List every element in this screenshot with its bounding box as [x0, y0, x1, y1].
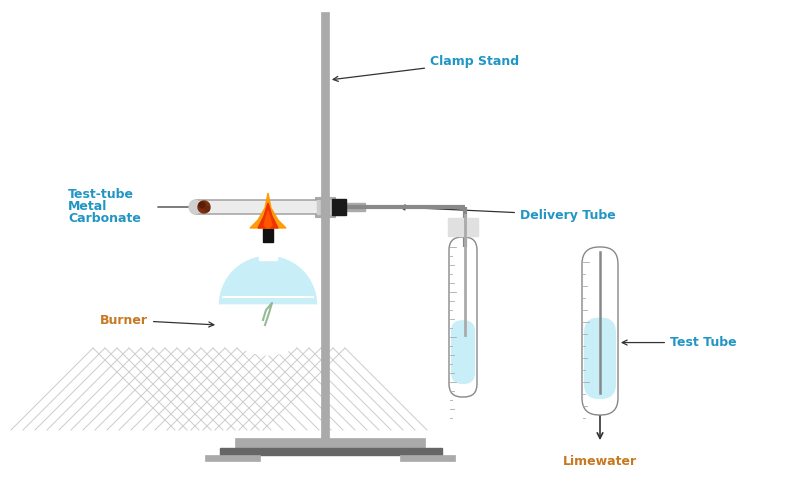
Ellipse shape: [189, 200, 201, 214]
Text: Test Tube: Test Tube: [622, 336, 737, 349]
FancyBboxPatch shape: [451, 320, 475, 384]
Polygon shape: [258, 203, 278, 228]
Wedge shape: [219, 256, 317, 305]
Polygon shape: [250, 193, 286, 228]
Bar: [259, 245, 277, 260]
Bar: [400, 455, 455, 461]
Circle shape: [218, 255, 318, 355]
FancyBboxPatch shape: [582, 247, 618, 415]
Bar: [335, 203, 365, 211]
Polygon shape: [264, 211, 272, 228]
Text: Delivery Tube: Delivery Tube: [400, 205, 616, 221]
Bar: [235, 438, 425, 448]
Text: Test-tube: Test-tube: [68, 188, 134, 202]
Bar: [205, 455, 260, 461]
Circle shape: [205, 207, 210, 211]
FancyBboxPatch shape: [584, 317, 616, 399]
Circle shape: [198, 201, 210, 213]
Text: Metal: Metal: [68, 201, 107, 213]
Bar: [321, 197, 329, 217]
FancyBboxPatch shape: [449, 237, 477, 397]
Bar: [213, 348, 323, 430]
Bar: [332, 199, 346, 215]
Wedge shape: [219, 305, 317, 353]
Text: Limewater: Limewater: [563, 455, 637, 468]
Text: Clamp Stand: Clamp Stand: [333, 56, 519, 81]
Bar: [321, 12, 329, 442]
Text: Carbonate: Carbonate: [68, 212, 141, 225]
Bar: [263, 228, 273, 242]
Bar: [315, 197, 335, 217]
Bar: [448, 218, 478, 236]
Bar: [442, 215, 484, 237]
Text: Burner: Burner: [100, 314, 214, 327]
Bar: [317, 200, 333, 214]
Circle shape: [199, 202, 205, 208]
Bar: [220, 448, 442, 455]
Bar: [213, 348, 323, 430]
FancyBboxPatch shape: [190, 200, 333, 214]
Bar: [256, 240, 280, 248]
